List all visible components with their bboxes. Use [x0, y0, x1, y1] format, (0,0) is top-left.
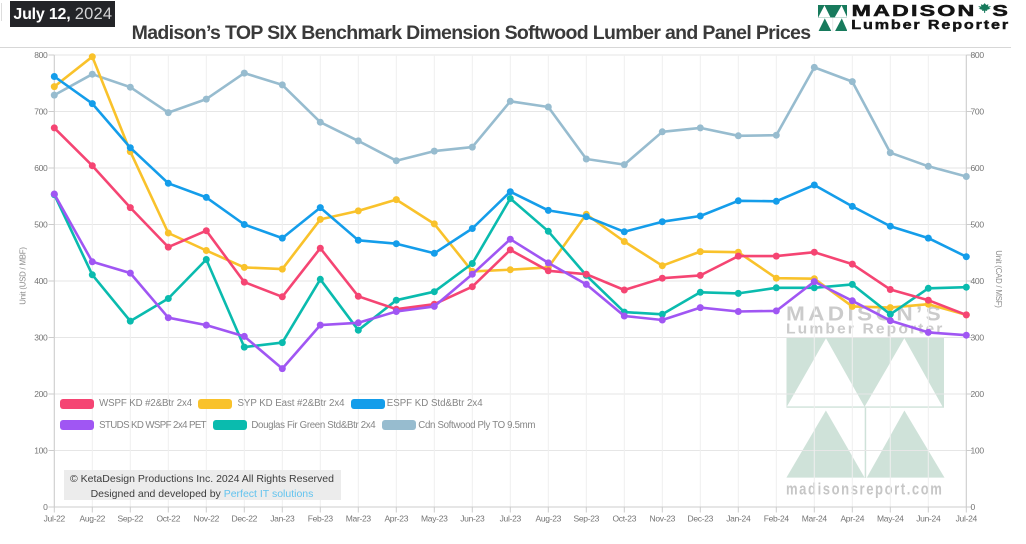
svg-text:0: 0 — [971, 502, 976, 512]
svg-text:Jul-23: Jul-23 — [500, 513, 522, 523]
svg-text:600: 600 — [971, 163, 985, 173]
svg-text:Sep-23: Sep-23 — [573, 513, 599, 523]
svg-text:Dec-22: Dec-22 — [231, 513, 257, 523]
svg-text:200: 200 — [34, 389, 48, 399]
svg-text:100: 100 — [34, 446, 48, 456]
svg-text:Jul-22: Jul-22 — [44, 513, 66, 523]
svg-text:Jul-24: Jul-24 — [956, 513, 978, 523]
svg-text:Nov-22: Nov-22 — [193, 513, 219, 523]
svg-text:MADISON’S: MADISON’S — [786, 302, 944, 325]
svg-text:May-23: May-23 — [421, 513, 448, 523]
svg-text:Oct-23: Oct-23 — [612, 513, 636, 523]
svg-text:Apr-24: Apr-24 — [840, 513, 864, 523]
svg-text:Jan-23: Jan-23 — [270, 513, 295, 523]
svg-text:100: 100 — [971, 446, 985, 456]
svg-text:Aug-23: Aug-23 — [535, 513, 561, 523]
svg-text:May-24: May-24 — [877, 513, 904, 523]
svg-text:300: 300 — [34, 333, 48, 343]
svg-text:Jun-24: Jun-24 — [916, 513, 941, 523]
svg-text:Jun-23: Jun-23 — [460, 513, 485, 523]
svg-text:Unit (CAD / MSF): Unit (CAD / MSF) — [994, 250, 1003, 308]
svg-text:500: 500 — [34, 220, 48, 230]
svg-text:Dec-23: Dec-23 — [687, 513, 713, 523]
svg-text:700: 700 — [971, 107, 985, 117]
svg-text:Jan-24: Jan-24 — [726, 513, 751, 523]
svg-text:800: 800 — [34, 50, 48, 60]
svg-text:Feb-24: Feb-24 — [764, 513, 790, 523]
svg-text:400: 400 — [34, 276, 48, 286]
svg-text:300: 300 — [971, 333, 985, 343]
svg-text:0: 0 — [43, 502, 48, 512]
svg-text:Unit (USD / MBF): Unit (USD / MBF) — [19, 247, 28, 305]
svg-text:700: 700 — [34, 107, 48, 117]
svg-text:500: 500 — [971, 220, 985, 230]
svg-text:Aug-22: Aug-22 — [79, 513, 105, 523]
svg-text:Oct-22: Oct-22 — [156, 513, 180, 523]
svg-text:Nov-23: Nov-23 — [649, 513, 675, 523]
svg-text:Mar-24: Mar-24 — [802, 513, 828, 523]
svg-text:600: 600 — [34, 163, 48, 173]
svg-text:400: 400 — [971, 276, 985, 286]
svg-text:madisonsreport.com: madisonsreport.com — [786, 480, 944, 498]
svg-text:Apr-23: Apr-23 — [384, 513, 408, 523]
svg-text:Mar-23: Mar-23 — [346, 513, 372, 523]
svg-text:Feb-23: Feb-23 — [308, 513, 334, 523]
svg-text:200: 200 — [971, 389, 985, 399]
svg-text:800: 800 — [971, 50, 985, 60]
svg-text:Sep-22: Sep-22 — [117, 513, 143, 523]
